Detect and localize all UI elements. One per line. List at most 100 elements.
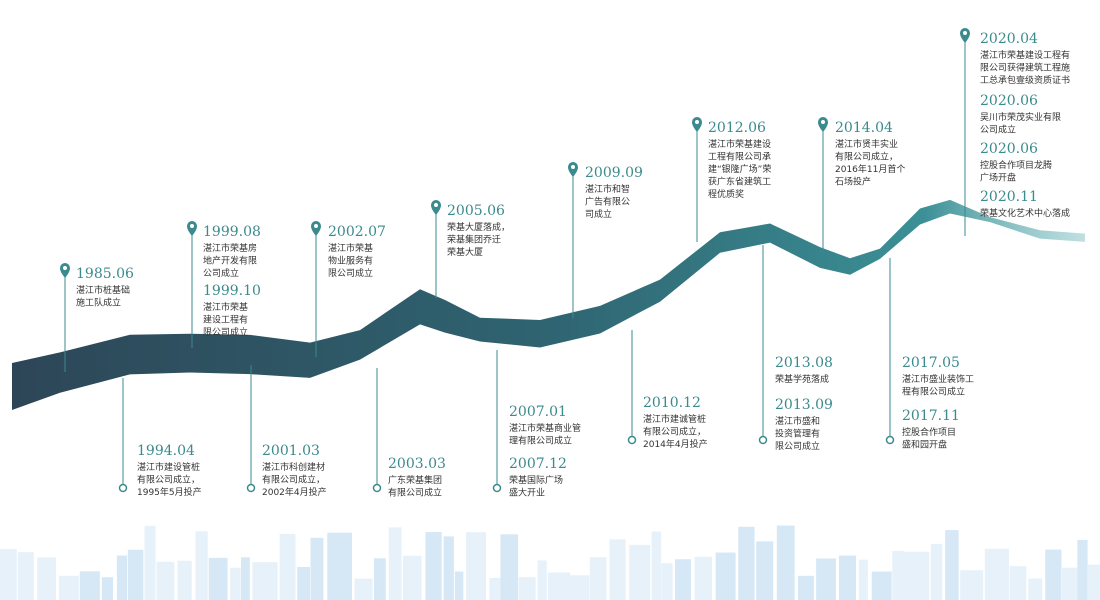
milestone-text: 荣基学苑落成: [775, 373, 829, 385]
building: [17, 552, 34, 600]
pin-dot: [190, 224, 194, 228]
building: [675, 559, 691, 600]
building: [661, 563, 673, 600]
milestone-date: 2014.04: [835, 120, 893, 136]
building: [466, 532, 487, 600]
building: [310, 537, 324, 600]
milestone-text: 理有限公司成立: [509, 435, 572, 447]
milestone-date: 2013.08: [775, 355, 833, 371]
milestone-text: 广东荣基集团: [388, 474, 442, 486]
building: [984, 548, 1009, 600]
milestone-text: 湛江市桩基础: [76, 284, 130, 296]
building: [297, 566, 311, 600]
building: [37, 557, 56, 600]
milestone-text: 湛江市荣基: [203, 301, 248, 313]
building: [930, 543, 943, 600]
milestone-date: 2020.11: [980, 189, 1038, 205]
building: [1009, 566, 1027, 600]
building: [208, 557, 228, 600]
building: [425, 532, 442, 600]
milestone-text: 荣基文化艺术中心落成: [980, 207, 1070, 219]
milestone-date: 2007.12: [509, 456, 567, 472]
milestone-date: 2001.03: [262, 443, 320, 459]
milestone-text: 广场开盘: [980, 172, 1016, 184]
skyline: [0, 525, 1100, 600]
milestone-text: 石场投产: [835, 176, 871, 188]
milestone-text: 限公司获得建筑工程施: [980, 62, 1070, 74]
milestone-date: 2009.09: [585, 165, 643, 181]
pin-icon: [818, 117, 828, 132]
building: [960, 570, 984, 600]
building: [1045, 549, 1062, 600]
milestone-text: 湛江市贤丰实业: [835, 138, 898, 150]
milestone-text: 荣基国际广场: [509, 474, 563, 486]
milestone-text: 湛江市建诚管桩: [643, 413, 706, 425]
building: [59, 575, 79, 600]
milestone-text: 广告有限公: [585, 196, 630, 208]
milestone-text: 建设工程有: [203, 314, 248, 326]
building: [570, 575, 590, 600]
milestone-text: 控股合作项目龙腾: [980, 159, 1052, 171]
milestone-text: 湛江市建设管桩: [137, 461, 200, 473]
building: [79, 571, 100, 600]
building: [518, 577, 536, 600]
building: [797, 575, 814, 600]
milestone-text: 荣基大厦落成，: [447, 221, 510, 233]
milestone-text: 有限公司成立，: [137, 474, 200, 486]
building: [589, 557, 607, 600]
building: [547, 572, 571, 600]
milestone-date: 2005.06: [447, 203, 505, 219]
building: [694, 556, 713, 600]
building: [629, 544, 651, 600]
building: [945, 530, 959, 600]
milestone-text: 湛江市荣基: [328, 242, 373, 254]
building: [1028, 578, 1043, 600]
pin-icon: [692, 117, 702, 132]
pin-ring: [758, 435, 768, 445]
milestone-text: 有限公司成立，: [835, 151, 898, 163]
building: [195, 531, 208, 600]
milestone-text: 公司成立: [203, 267, 239, 279]
milestone-text: 荣基大厦: [447, 246, 483, 258]
milestone-text: 程有限公司成立: [902, 386, 965, 398]
milestone-date: 2010.12: [643, 395, 701, 411]
milestone-text: 盛大开业: [509, 487, 545, 499]
milestone-text: 投资管理有: [775, 428, 820, 440]
building: [388, 527, 402, 600]
milestone-date: 2002.07: [328, 224, 386, 240]
pin-ring: [372, 483, 382, 493]
building: [177, 560, 192, 600]
milestone-date: 2020.06: [980, 93, 1038, 109]
milestones: 1985.06湛江市桩基础施工队成立1999.08湛江市荣基房地产开发有限公司成…: [60, 28, 1070, 499]
milestone-text: 工总承包壹级资质证书: [980, 74, 1070, 86]
milestone-text: 湛江市荣基建设工程有: [980, 49, 1070, 61]
building: [858, 559, 868, 600]
building: [354, 578, 373, 600]
pin-dot: [434, 203, 438, 207]
pin-dot: [571, 165, 575, 169]
building: [715, 552, 736, 600]
milestone-date: 2020.04: [980, 31, 1038, 47]
pin-dot: [63, 266, 67, 270]
milestone-text: 盛和园开盘: [902, 439, 947, 451]
milestone-text: 程优质奖: [708, 188, 744, 200]
milestone-text: 1995年5月投产: [137, 486, 202, 498]
pin-dot: [963, 31, 967, 35]
pin-icon: [311, 221, 321, 236]
building: [756, 541, 774, 600]
milestone-text: 限公司成立: [328, 267, 373, 279]
building: [252, 562, 278, 600]
milestone-text: 地产开发有限: [203, 255, 257, 267]
milestone-text: 湛江市科创建材: [262, 461, 325, 473]
building: [230, 567, 241, 600]
